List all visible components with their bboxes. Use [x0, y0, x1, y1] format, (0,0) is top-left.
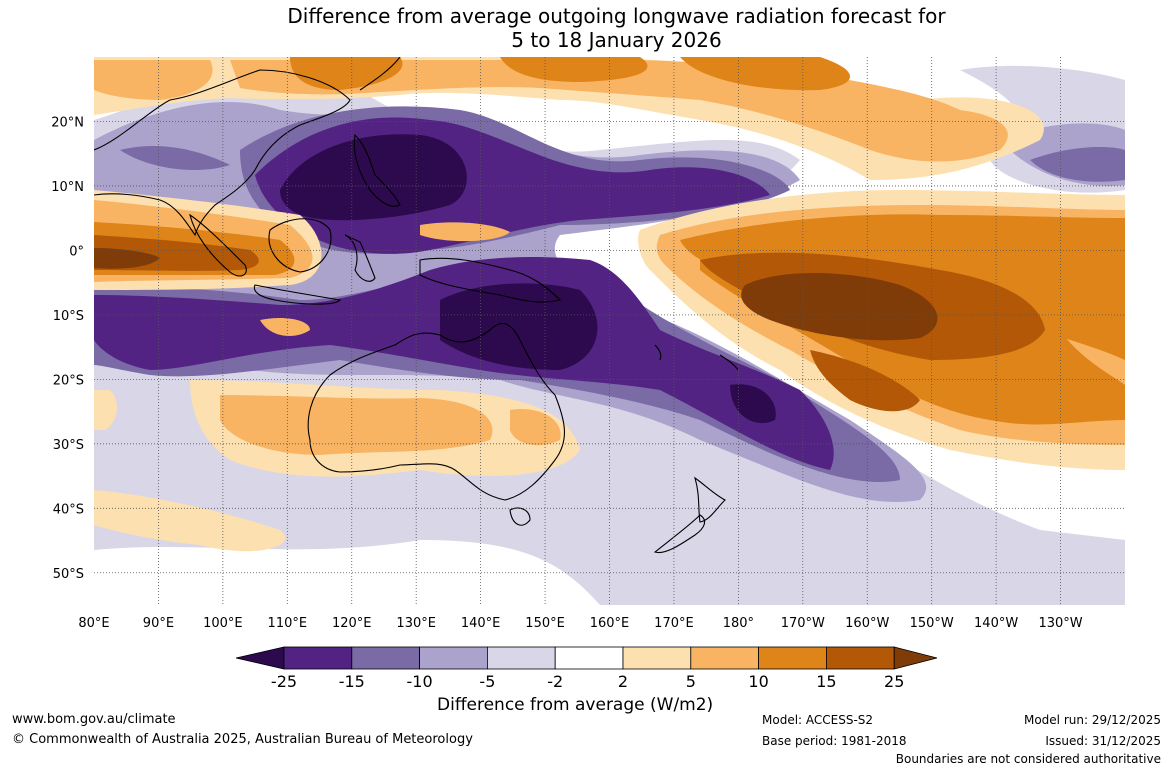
anomaly-region: [290, 57, 403, 90]
latitude-labels: 20°N 10°N 0° 10°S 20°S 30°S 40°S 50°S: [51, 115, 84, 581]
anomaly-region: [120, 145, 230, 170]
longitude-label: 170°W: [781, 616, 825, 631]
longitude-label: 160°E: [590, 616, 630, 631]
longitude-label: 130°E: [396, 616, 436, 631]
latitude-label: 20°S: [53, 373, 84, 388]
sumatra-coastline: [189, 213, 247, 277]
longitude-label: 140°E: [461, 616, 501, 631]
colorbar-tick-label: -25: [271, 672, 297, 691]
longitude-label: 140°W: [974, 616, 1018, 631]
new-zealand-south-coastline: [653, 514, 706, 554]
colorbar-segment: [351, 646, 420, 670]
latitude-label: 10°S: [53, 309, 84, 324]
anomaly-region: [810, 350, 920, 412]
colorbar-segment: [758, 646, 827, 670]
colorbar-segment: [554, 646, 624, 670]
longitude-label: 80°E: [78, 616, 109, 631]
anomaly-region: [420, 222, 510, 242]
longitude-labels: 80°E 90°E 100°E 110°E 120°E 130°E 140°E 150°E 16…: [78, 616, 1082, 631]
colorbar-tick-label: -10: [407, 672, 433, 691]
new-guinea-coastline: [419, 257, 562, 303]
longitude-label: 150°W: [910, 616, 954, 631]
longitude-label: 90°E: [143, 616, 174, 631]
colorbar-extend-high: [893, 646, 938, 670]
anomaly-region: [510, 409, 561, 446]
anomaly-region: [94, 248, 160, 269]
anomaly-region: [741, 272, 938, 341]
latitude-label: 10°N: [51, 180, 84, 195]
graticule: [94, 57, 1125, 605]
vanuatu-fiji-coastline: [654, 344, 739, 371]
title-line-2: 5 to 18 January 2026: [511, 28, 722, 52]
base-period: Base period: 1981-2018: [762, 734, 907, 748]
philippines-coastline: [353, 133, 401, 207]
borneo-coastline: [268, 218, 332, 273]
colorbar-segment: [826, 646, 895, 670]
copyright-text: © Commonwealth of Australia 2025, Austra…: [12, 732, 473, 747]
model-name: Model: ACCESS-S2: [762, 713, 874, 727]
olr-anomaly-field: [94, 57, 1125, 605]
colorbar-tick-label: 25: [884, 672, 904, 691]
anomaly-region: [500, 57, 648, 82]
longitude-label: 100°E: [203, 616, 243, 631]
colorbar-tick-label: 5: [686, 672, 696, 691]
colorbar-tick-label: -2: [547, 672, 563, 691]
anomaly-region: [94, 60, 213, 100]
colorbar-tick-label: 2: [618, 672, 628, 691]
longitude-label: 150°E: [525, 616, 565, 631]
colorbar-tick-label: 15: [816, 672, 836, 691]
latitude-label: 40°S: [53, 502, 84, 517]
longitude-label: 110°E: [268, 616, 308, 631]
longitude-label: 170°E: [654, 616, 694, 631]
latitude-label: 20°N: [51, 115, 84, 130]
issued-date: Issued: 31/12/2025: [1045, 734, 1161, 748]
anomaly-region: [260, 318, 310, 336]
australia-coastline: [307, 322, 566, 501]
model-run-date: Model run: 29/12/2025: [1023, 713, 1161, 727]
colorbar: -25 -15 -10 -5 -2 2 5 10 15 25: [235, 646, 938, 691]
anomaly-region: [94, 257, 834, 470]
colorbar-tick-label: 10: [748, 672, 768, 691]
colorbar-extend-low: [235, 646, 285, 670]
sulawesi-coastline: [344, 234, 376, 282]
colorbar-segment: [283, 646, 353, 670]
latitude-label: 30°S: [53, 438, 84, 453]
map-title: Difference from average outgoing longwav…: [0, 4, 1173, 52]
longitude-label: 130°W: [1038, 616, 1082, 631]
boundaries-disclaimer: Boundaries are not considered authoritat…: [895, 752, 1161, 766]
colorbar-segment: [622, 646, 692, 670]
colorbar-segment: [486, 646, 556, 670]
anomaly-region: [680, 57, 850, 91]
new-zealand-north-coastline: [694, 476, 726, 523]
longitude-label: 180°: [723, 616, 754, 631]
tasmania-coastline: [509, 507, 531, 526]
colorbar-title: Difference from average (W/m2): [437, 695, 714, 715]
colorbar-segment: [690, 646, 759, 670]
anomaly-region: [94, 490, 286, 552]
colorbar-tick-label: -5: [479, 672, 495, 691]
japan-coastline: [359, 57, 401, 91]
colorbar-tick-label: -15: [339, 672, 365, 691]
anomaly-region: [280, 134, 467, 221]
anomaly-region: [440, 283, 598, 370]
latitude-label: 0°: [69, 244, 84, 259]
longitude-label: 160°W: [845, 616, 889, 631]
anomaly-region: [730, 384, 776, 424]
java-coastline: [253, 284, 342, 305]
latitude-label: 50°S: [53, 567, 84, 582]
title-line-1: Difference from average outgoing longwav…: [287, 4, 946, 28]
website-link[interactable]: www.bom.gov.au/climate: [12, 712, 176, 727]
anomaly-region: [1030, 147, 1125, 182]
anomaly-region: [220, 395, 493, 455]
colorbar-segment: [419, 646, 488, 670]
longitude-label: 120°E: [332, 616, 372, 631]
anomaly-region: [94, 390, 117, 430]
